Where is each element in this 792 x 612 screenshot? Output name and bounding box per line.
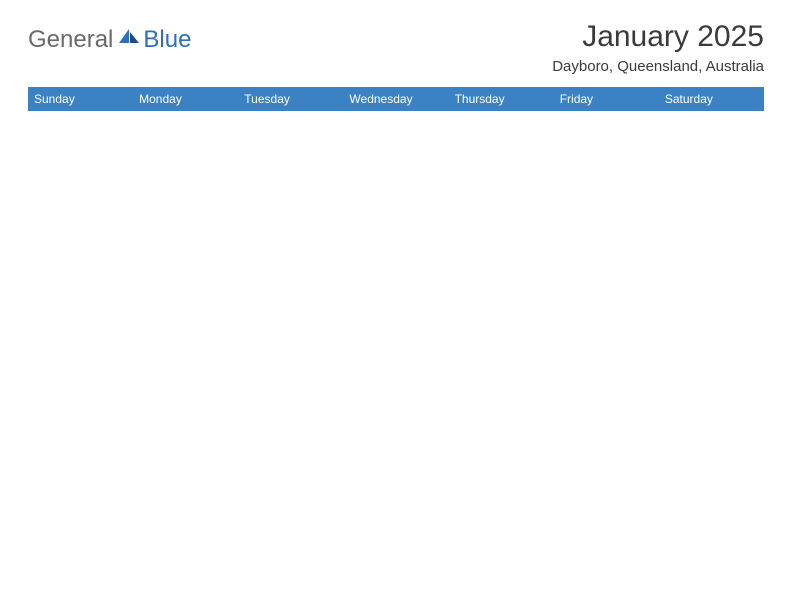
calendar-table: SundayMondayTuesdayWednesdayThursdayFrid… [28,87,764,111]
weekday-header: Thursday [449,87,554,111]
title-block: January 2025 Dayboro, Queensland, Austra… [552,20,764,75]
weekday-header: Sunday [28,87,133,111]
weekday-header: Wednesday [343,87,448,111]
logo-text-general: General [28,26,113,54]
weekday-header: Saturday [659,87,764,111]
weekday-header-row: SundayMondayTuesdayWednesdayThursdayFrid… [28,87,764,111]
calendar-page: General Blue January 2025 Dayboro, Queen… [0,0,792,131]
location-label: Dayboro, Queensland, Australia [552,58,764,75]
logo-text-blue: Blue [143,26,191,54]
logo: General Blue [28,26,191,54]
weekday-header: Monday [133,87,238,111]
month-title: January 2025 [552,20,764,54]
page-header: General Blue January 2025 Dayboro, Queen… [28,20,764,75]
weekday-header: Friday [554,87,659,111]
weekday-header: Tuesday [238,87,343,111]
logo-sail-icon [117,27,141,45]
